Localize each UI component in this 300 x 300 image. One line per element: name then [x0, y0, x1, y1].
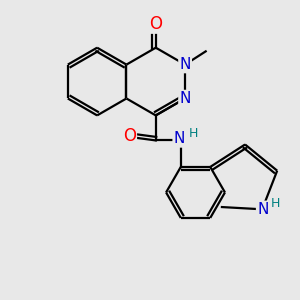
Text: N: N — [174, 131, 185, 146]
Text: H: H — [188, 127, 198, 140]
Text: N: N — [179, 91, 191, 106]
Text: N: N — [257, 202, 269, 217]
Text: N: N — [179, 57, 191, 72]
Text: O: O — [149, 14, 162, 32]
Text: H: H — [271, 197, 280, 210]
Text: O: O — [123, 127, 136, 145]
